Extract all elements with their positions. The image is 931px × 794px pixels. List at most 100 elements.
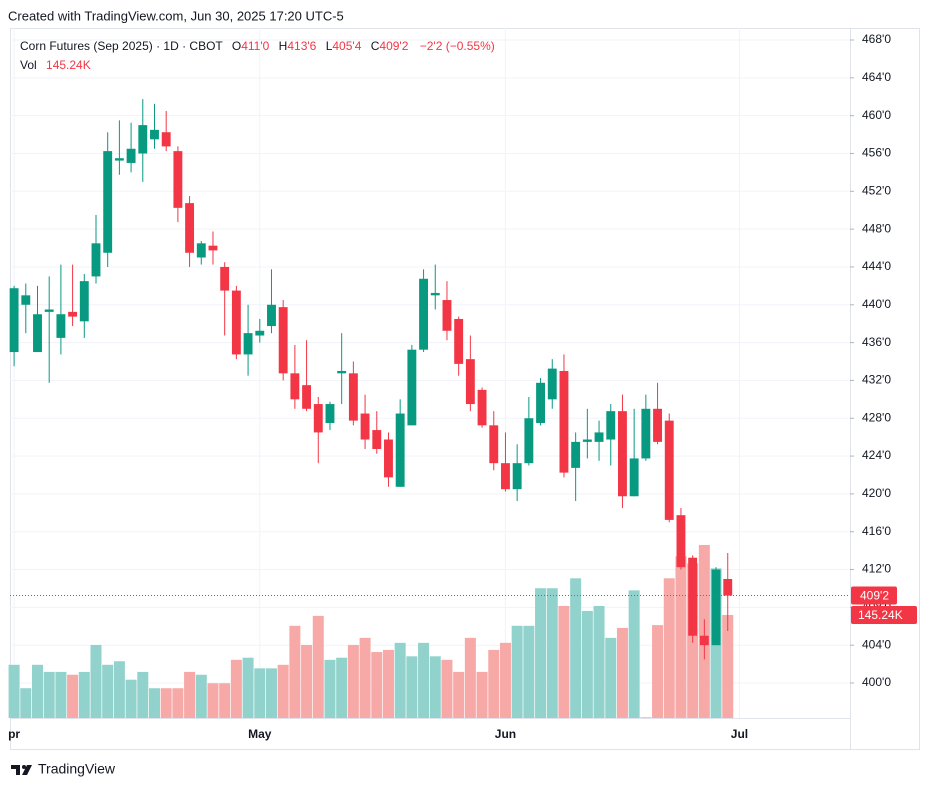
last-volume-box: [851, 606, 917, 625]
candle-body: [372, 430, 382, 449]
volume-bar: [31, 664, 43, 718]
y-tick-label: 416'0: [862, 524, 891, 538]
volume-bar: [558, 605, 570, 718]
volume-bar: [55, 671, 67, 718]
y-tick-label: 464'0: [862, 70, 891, 84]
y-tick-label: 412'0: [862, 562, 891, 576]
candle-body: [606, 411, 616, 440]
volume-bar: [675, 556, 687, 718]
candle-body: [220, 266, 230, 291]
volume-bar: [277, 664, 289, 718]
candle-body: [231, 290, 241, 355]
candle-body: [68, 311, 78, 317]
volume-bar: [570, 578, 582, 718]
volume-bar: [172, 688, 184, 718]
candle-body: [150, 129, 159, 140]
last-price-box: [851, 586, 897, 605]
y-tick-label: 436'0: [862, 335, 891, 349]
candle-body: [688, 557, 698, 636]
volume-bar: [219, 683, 231, 718]
candle-body: [442, 300, 452, 331]
candle-body: [79, 281, 89, 322]
volume-bar: [265, 668, 277, 718]
candle-body: [278, 307, 288, 374]
volume-bar: [616, 627, 628, 718]
candle-body: [103, 151, 113, 253]
volume-bar: [336, 657, 348, 718]
y-tick-label: 448'0: [862, 221, 891, 235]
candle-body: [501, 463, 510, 490]
volume-bar: [102, 664, 114, 718]
y-tick-label: 440'0: [862, 297, 891, 311]
candle-body: [21, 295, 31, 305]
volume-bar: [254, 668, 266, 718]
volume-bar: [113, 661, 125, 718]
candle-body: [465, 359, 475, 405]
candle-body: [196, 243, 206, 258]
candle-body: [138, 125, 148, 154]
candle-body: [114, 158, 124, 161]
candle-body: [618, 411, 627, 497]
legend-value: 405'4: [332, 39, 361, 53]
candle-body: [395, 413, 405, 487]
y-tick-label: 468'0: [862, 32, 891, 46]
legend-change: −2'2 (−0.55%): [420, 39, 495, 53]
volume-bar: [394, 642, 406, 718]
candle-body: [723, 578, 733, 596]
candle-body: [243, 333, 253, 355]
candle-body: [641, 408, 651, 459]
volume-bar: [195, 674, 207, 718]
candle-body: [571, 441, 581, 468]
y-tick-label: 444'0: [862, 259, 891, 273]
volume-bar: [722, 615, 734, 718]
volume-bar: [523, 625, 535, 718]
candle-body: [582, 439, 592, 442]
y-tick-label: 424'0: [862, 448, 891, 462]
volume-bar: [137, 671, 149, 718]
volume-bar: [8, 664, 20, 718]
volume-bar: [289, 625, 301, 718]
volume-bar: [347, 644, 359, 718]
volume-bar: [476, 671, 488, 718]
candle-body: [126, 148, 136, 163]
volume-bar: [464, 637, 476, 718]
volume-bar: [90, 644, 102, 718]
legend-key: L: [326, 39, 333, 53]
x-tick-label: pr: [8, 727, 20, 741]
volume-bar: [230, 659, 242, 718]
x-tick-label: Jul: [731, 727, 748, 741]
last-price-label: 409'2: [860, 589, 889, 603]
volume-bar: [511, 625, 523, 718]
x-tick-label: Jun: [495, 727, 516, 741]
volume-bar: [605, 637, 617, 718]
candle-body: [477, 389, 487, 426]
volume-bar: [418, 642, 430, 718]
volume-bar: [488, 649, 500, 718]
y-tick-label: 404'0: [862, 637, 891, 651]
legend-key: O: [232, 39, 241, 53]
candle-body: [302, 385, 312, 409]
volume-bar: [160, 688, 172, 718]
candle-body: [161, 132, 171, 147]
y-tick-label: 428'0: [862, 410, 891, 424]
volume-bar: [652, 625, 664, 718]
candle-body: [290, 373, 300, 400]
volume-bar: [628, 590, 640, 718]
y-tick-label: 460'0: [862, 108, 891, 122]
candle-body: [384, 439, 393, 478]
y-tick-label: 452'0: [862, 183, 891, 197]
legend-value: 413'6: [287, 39, 316, 53]
candle-body: [185, 203, 195, 253]
candle-body: [699, 635, 709, 646]
candle-body: [536, 382, 546, 423]
volume-legend: Vol 145.24K: [20, 58, 91, 72]
volume-bar: [382, 649, 394, 718]
candle-body: [711, 569, 721, 646]
volume-bar: [242, 657, 254, 718]
legend-title: Corn Futures (Sep 2025) · 1D · CBOT: [20, 39, 223, 53]
frame: [10, 28, 920, 750]
volume-bar: [78, 671, 90, 718]
candle-body: [44, 309, 54, 312]
